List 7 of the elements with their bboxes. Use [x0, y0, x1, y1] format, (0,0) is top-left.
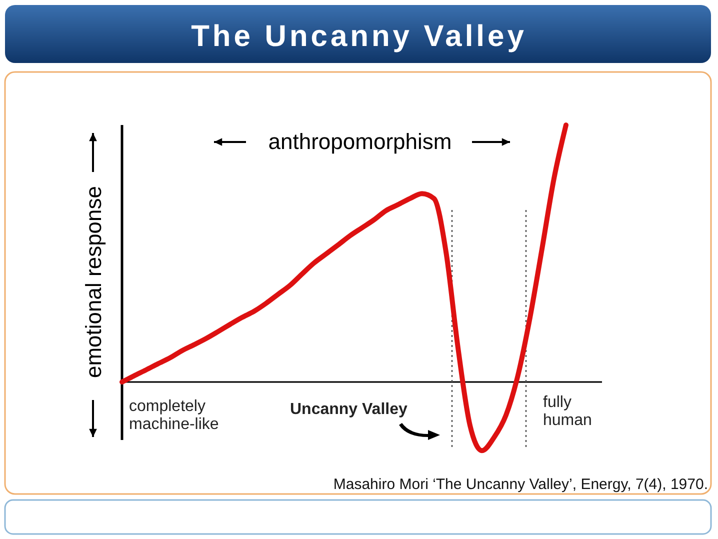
chart-title: The Uncanny Valley [191, 20, 527, 53]
x-axis-title: anthropomorphism [268, 129, 452, 154]
annotation: Uncanny Valley [290, 401, 408, 418]
text: Masahiro Mori ‘The Uncanny Valley’, Energy, 7(4), 1970. [333, 476, 708, 493]
y-axis-title: emotional response [81, 186, 106, 378]
annotation: fully human [543, 394, 592, 429]
annotation: completely machine-like [129, 398, 219, 433]
